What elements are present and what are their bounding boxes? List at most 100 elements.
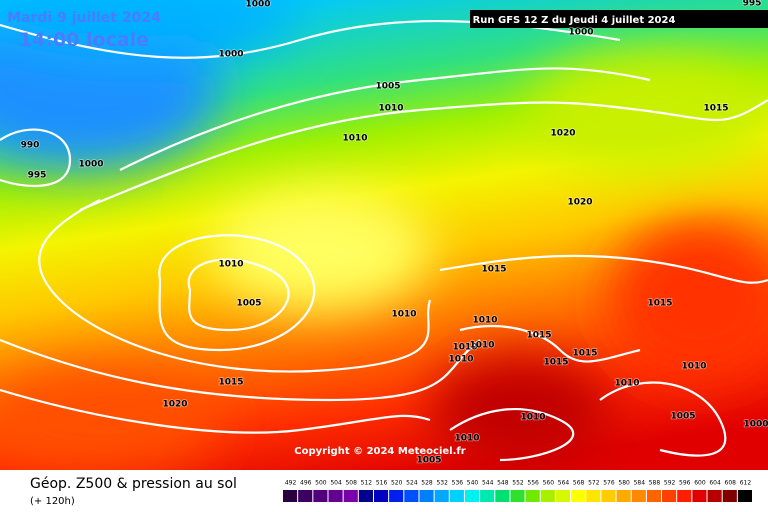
legend-label: 516 (376, 480, 388, 487)
isobar-label: 990 (21, 141, 40, 151)
isobar-label: 1010 (472, 316, 497, 326)
isobar-label: 1010 (454, 434, 479, 444)
isobar-label: 1000 (78, 160, 103, 170)
legend-swatch (464, 490, 480, 502)
legend-label: 532 (436, 480, 448, 487)
isobar-label: 1005 (236, 299, 261, 309)
isobar-label: 1000 (245, 0, 270, 10)
legend-label: 584 (634, 480, 646, 487)
legend-swatch (328, 490, 343, 502)
legend-swatch (540, 490, 555, 502)
legend-swatch (722, 490, 737, 502)
legend-swatch (343, 490, 358, 502)
isobar-label: 1020 (550, 129, 575, 139)
legend-label: 556 (527, 480, 539, 487)
legend-label: 508 (345, 480, 357, 487)
legend-label: 592 (664, 480, 676, 487)
isobar-label: 1010 (520, 413, 545, 423)
isobar-label: 1005 (416, 456, 441, 466)
legend-swatch (298, 490, 313, 502)
isobar-label: 995 (743, 0, 762, 9)
footer-lead: (+ 120h) (30, 496, 75, 507)
legend-label: 548 (497, 480, 509, 487)
isobar-label: 1010 (448, 355, 473, 365)
isobar-labels: 1000 995100010001005101010101015102099010… (20, 0, 768, 466)
legend-swatch (586, 490, 601, 502)
legend-swatch (646, 490, 662, 502)
isobar-label: 1010 (452, 343, 477, 353)
legend-label: 572 (588, 480, 600, 487)
map (0, 0, 768, 470)
legend-label: 608 (725, 480, 737, 487)
legend-label: 560 (543, 480, 555, 487)
legend-swatch (480, 490, 495, 502)
run-banner (470, 10, 768, 28)
legend-label: 596 (679, 480, 691, 487)
isobar-label: 1005 (375, 82, 400, 92)
legend-label: 512 (361, 480, 373, 487)
footer-title: Géop. Z500 & pression au sol (30, 476, 237, 492)
legend-swatch (555, 490, 571, 502)
legend-label: 536 (452, 480, 464, 487)
isobar-label: 1020 (567, 198, 592, 208)
legend-swatch (404, 490, 419, 502)
legend-label: 600 (694, 480, 706, 487)
legend-swatch (449, 490, 464, 502)
isobar-label: 1010 (391, 310, 416, 320)
legend-swatch (692, 490, 707, 502)
isobar-label: 1000 (743, 420, 768, 430)
isobar-label: 1000 (218, 50, 243, 60)
legend-label: 540 (467, 480, 479, 487)
legend-swatch (419, 490, 434, 502)
legend-label: 524 (406, 480, 418, 487)
legend-swatch (601, 490, 616, 502)
isobar-label: 1010 (614, 379, 639, 389)
isobar-label: 1015 (481, 265, 506, 275)
isobar-label: 1010 (378, 104, 403, 114)
legend-swatch (434, 490, 449, 502)
legend-swatch (495, 490, 510, 502)
isobar-label: 1000 (568, 28, 593, 38)
isobar-label: 995 (28, 171, 47, 181)
legend-label: 564 (558, 480, 570, 487)
legend-label: 552 (512, 480, 524, 487)
isobar-label: 1015 (572, 349, 597, 359)
legend-label: 500 (315, 480, 327, 487)
legend-label: 568 (573, 480, 585, 487)
isobar-label: 1010 (469, 341, 494, 351)
legend-label: 492 (285, 480, 297, 487)
legend-swatch (707, 490, 722, 502)
isobar-label: 1015 (218, 378, 243, 388)
legend-swatch (662, 490, 677, 502)
legend-swatch (389, 490, 404, 502)
isobar-label: 1010 (218, 260, 243, 270)
legend-swatch (358, 490, 373, 502)
map-date: Mardi 9 juillet 2024 (7, 10, 161, 26)
isobar-label: 1010 (342, 134, 367, 144)
legend-label: 612 (740, 480, 752, 487)
legend-swatch (373, 490, 389, 502)
isobar-label: 1015 (543, 358, 568, 368)
legend-label: 544 (482, 480, 494, 487)
legend-swatch (525, 490, 540, 502)
legend-swatch (571, 490, 586, 502)
legend-swatch (737, 490, 752, 502)
isobar-label: 1010 (681, 362, 706, 372)
legend-swatch (616, 490, 631, 502)
legend-label: 604 (709, 480, 721, 487)
legend-label: 496 (300, 480, 312, 487)
legend-swatch (510, 490, 525, 502)
isobar-label: 1015 (526, 331, 551, 341)
color-scale: 492 496 500 504 508 512 516 520 524 528 532 536 540 5… (283, 480, 752, 502)
legend-label: 580 (618, 480, 630, 487)
isobar-label: 1005 (670, 412, 695, 422)
legend-swatch (631, 490, 646, 502)
legend-label: 520 (391, 480, 403, 487)
legend-label: 576 (603, 480, 615, 487)
legend-label: 528 (421, 480, 433, 487)
legend-label: 504 (330, 480, 342, 487)
run-info: Run GFS 12 Z du Jeudi 4 juillet 2024 (473, 15, 676, 26)
isobar-label: 1015 (647, 299, 672, 309)
legend-swatch (283, 490, 298, 502)
